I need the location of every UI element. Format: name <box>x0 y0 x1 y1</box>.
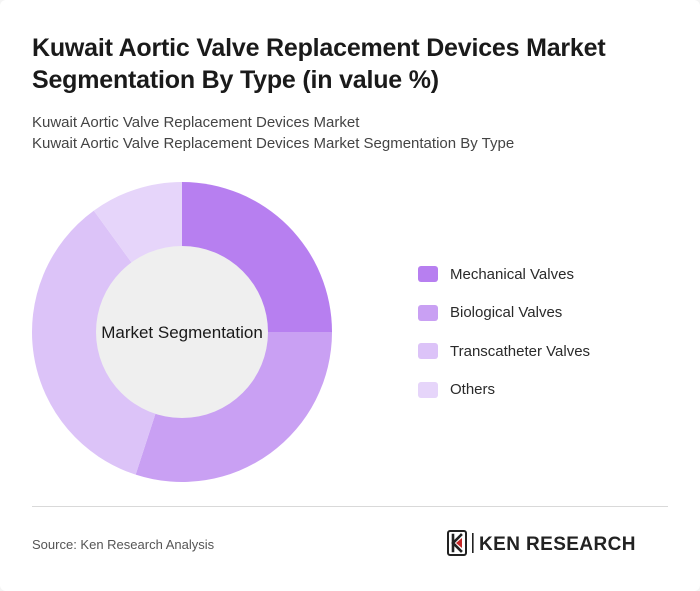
legend-swatch <box>418 266 438 282</box>
legend-item: Others <box>418 380 678 400</box>
ken-research-logo-separator <box>472 533 474 553</box>
legend-label: Biological Valves <box>450 304 563 321</box>
legend-item: Biological Valves <box>418 303 678 323</box>
footer-divider <box>32 506 668 507</box>
chart-subtitle-market: Kuwait Aortic Valve Replacement Devices … <box>32 114 360 131</box>
legend-item: Transcatheter Valves <box>418 341 678 361</box>
legend-item: Mechanical Valves <box>418 264 678 284</box>
donut-center-hole <box>96 246 268 418</box>
legend-label: Mechanical Valves <box>450 265 574 283</box>
ken-research-logo-text: KEN RESEARCH <box>479 534 636 555</box>
legend-swatch <box>418 381 438 398</box>
page-title: Kuwait Aortic Valve Replacement Devices … <box>32 34 606 94</box>
source-note: Source: Ken Research Analysis <box>32 537 215 552</box>
legend-label: Others <box>450 381 496 398</box>
ken-research-logo: KEN RESEARCH <box>447 530 636 556</box>
donut-center-label: Market Segmentation <box>101 323 263 342</box>
donut-chart: Market Segmentation <box>32 182 332 482</box>
legend-label: Transcatheter Valves <box>450 342 591 360</box>
ken-research-logo-icon <box>447 530 467 556</box>
legend-swatch <box>418 343 438 359</box>
chart-legend: Mechanical Valves Biological Valves Transc… <box>418 264 678 418</box>
chart-subtitle-segmentation: Kuwait Aortic Valve Replacement Devices … <box>32 135 515 152</box>
legend-swatch <box>418 304 438 321</box>
